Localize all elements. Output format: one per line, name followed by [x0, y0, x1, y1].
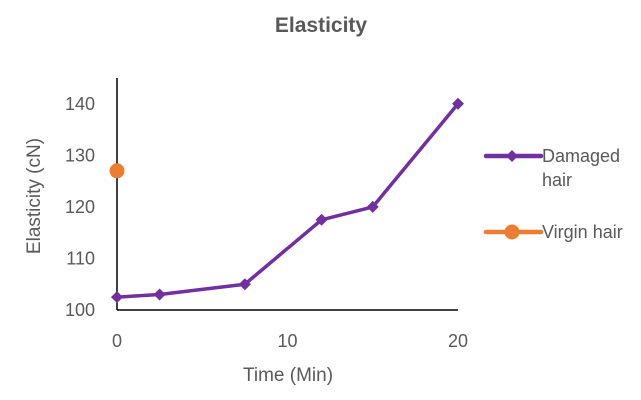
data-point-damaged-hair-marker: [452, 97, 464, 110]
y-tick-label: 130: [65, 145, 95, 165]
legend-label: Virgin hair: [542, 222, 623, 242]
plot-series: [109, 97, 464, 304]
data-point-virgin-hair-marker: [109, 163, 125, 179]
y-axis-title: Elasticity (cN): [24, 138, 45, 254]
legend-swatch-marker: [504, 224, 520, 240]
x-tick-label: 0: [112, 331, 122, 351]
data-point-damaged-hair-marker: [238, 278, 251, 291]
legend-item-damaged-hair: Damaged hair: [483, 146, 620, 190]
series-virgin-hair: [109, 163, 125, 179]
legend-label: Damaged hair: [542, 146, 620, 190]
chart-title: Elasticity: [275, 14, 368, 37]
axes: 100 110 120 130 140 0 10 20: [65, 78, 468, 351]
y-tick-label: 110: [66, 248, 95, 268]
legend-swatch-marker: [506, 150, 518, 162]
y-tick-label: 100: [65, 300, 95, 320]
data-point-damaged-hair-marker: [315, 213, 328, 226]
legend-item-virgin-hair: Virgin hair: [483, 222, 623, 242]
series-line-damaged-hair: [115, 102, 460, 299]
y-tick-label: 120: [65, 197, 95, 217]
x-tick-label: 20: [448, 331, 468, 351]
series-damaged-hair: [111, 97, 464, 304]
x-tick-label: 10: [277, 331, 297, 351]
data-point-damaged-hair-marker: [366, 200, 379, 213]
data-point-damaged-hair-marker: [153, 288, 166, 301]
legend: Damaged hair Virgin hair: [483, 146, 623, 242]
x-axis-title: Time (Min): [243, 365, 333, 386]
y-tick-label: 140: [65, 94, 95, 114]
data-point-damaged-hair-marker: [111, 291, 123, 304]
